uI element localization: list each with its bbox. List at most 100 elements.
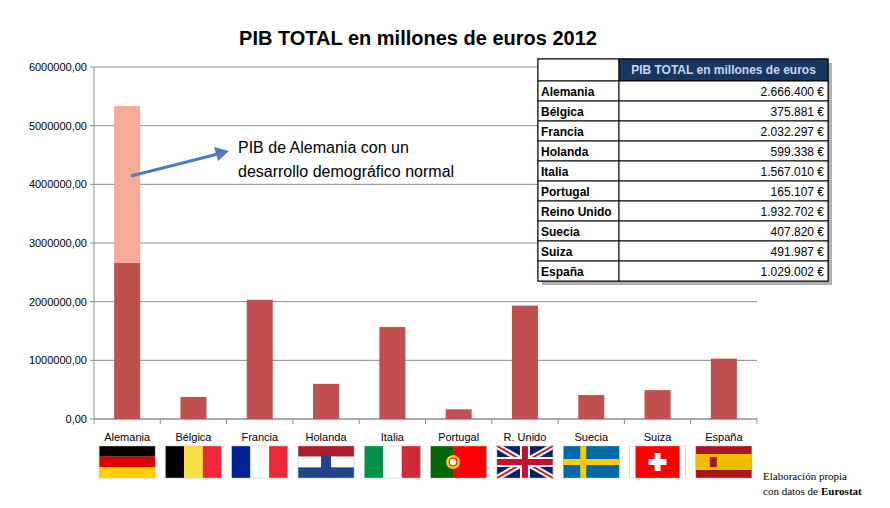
flag-part xyxy=(649,459,667,465)
source-text: con datos deEurostat xyxy=(763,485,862,497)
annotation-arrow xyxy=(131,154,218,176)
flag-part xyxy=(563,459,619,465)
flag-border xyxy=(232,446,288,478)
source-text: Elaboración propia xyxy=(763,470,847,482)
flag-part xyxy=(497,446,553,478)
bar xyxy=(114,263,140,419)
source-line: con datos de xyxy=(763,485,818,497)
bar xyxy=(512,306,538,419)
x-tick xyxy=(690,419,691,424)
x-tick-label: Suiza xyxy=(644,431,672,443)
flag-border xyxy=(364,446,420,478)
table-row-label: Suiza xyxy=(541,245,573,259)
y-axis xyxy=(94,67,95,419)
flag-part xyxy=(383,446,402,478)
table-value: 407.820 € xyxy=(771,225,825,239)
flag-part xyxy=(99,446,155,457)
x-tick xyxy=(757,419,758,424)
flag-part xyxy=(402,446,421,478)
table-header: PIB TOTAL en millones de euros xyxy=(631,63,816,77)
annotation-text: PIB de Alemania con un xyxy=(238,139,409,156)
source-emphasis: Eurostat xyxy=(821,485,862,497)
source-line: Elaboración propia xyxy=(763,470,847,482)
y-tick-label: 4000000,00 xyxy=(29,178,87,190)
x-tick-label: España xyxy=(705,431,743,443)
table-row-label: Italia xyxy=(541,165,569,179)
table-cell xyxy=(619,241,828,261)
flag-part xyxy=(446,455,460,469)
flag-part xyxy=(497,446,553,478)
x-tick xyxy=(160,419,161,424)
table-value: 491.987 € xyxy=(771,245,825,259)
table-cell xyxy=(538,221,619,241)
bar xyxy=(114,106,140,262)
x-tick xyxy=(292,419,293,424)
x-tick-label: Italia xyxy=(381,431,405,443)
flag-border xyxy=(165,446,221,478)
bar xyxy=(711,359,737,419)
flag xyxy=(431,446,487,478)
flag-part xyxy=(522,446,528,478)
flag-border xyxy=(696,446,752,478)
y-tick-label: 0,00 xyxy=(66,413,87,425)
flag-border xyxy=(630,446,686,478)
bar xyxy=(247,300,273,419)
source: Elaboración propia con datos deEurostat xyxy=(763,470,862,497)
x-tick xyxy=(94,419,95,424)
flag-part xyxy=(563,446,619,478)
flag-part xyxy=(364,446,383,478)
grid-line xyxy=(90,360,757,361)
table-value: 1.932.702 € xyxy=(761,205,825,219)
x-tick-label: Bélgica xyxy=(175,431,212,443)
table-cell xyxy=(538,161,619,181)
flag-part xyxy=(636,446,680,478)
bar xyxy=(645,390,671,419)
flag xyxy=(630,446,686,478)
table-row-label: Reino Unido xyxy=(541,205,612,219)
flag xyxy=(232,446,288,478)
x-tick xyxy=(491,419,492,424)
table-value: 1.029.002 € xyxy=(761,265,825,279)
title: PIB TOTAL en millones de euros 2012 xyxy=(239,27,597,49)
table-cell xyxy=(619,161,828,181)
x-tick-label: Francia xyxy=(241,431,279,443)
chart: PIB TOTAL en millones de euros 2012 0,00 1… xyxy=(0,0,890,508)
table-cell xyxy=(538,201,619,221)
table-row-label: Francia xyxy=(541,125,584,139)
x-tick xyxy=(226,419,227,424)
bar xyxy=(180,397,206,419)
table-frame xyxy=(538,59,828,281)
table-cell xyxy=(619,201,828,221)
flag-part xyxy=(580,446,586,478)
table-cell xyxy=(538,141,619,161)
flag-border xyxy=(99,446,155,478)
table-cell xyxy=(619,181,828,201)
flag xyxy=(563,446,619,478)
x-tick xyxy=(359,419,360,424)
flag-border xyxy=(431,446,487,478)
flag xyxy=(99,446,155,478)
flag xyxy=(165,446,221,478)
table-header-cell xyxy=(619,59,828,81)
flag xyxy=(298,446,354,478)
table-cell xyxy=(619,121,828,141)
table-cell xyxy=(538,81,619,101)
table-row-label: Portugal xyxy=(541,185,590,199)
x-tick-label: Portugal xyxy=(438,431,479,443)
table-value: 1.567.010 € xyxy=(761,165,825,179)
x-tick xyxy=(624,419,625,424)
table-value: 165.107 € xyxy=(771,185,825,199)
flag-part xyxy=(710,457,717,467)
flag-part xyxy=(184,446,203,478)
table-cell xyxy=(538,59,619,81)
table-cell xyxy=(538,101,619,121)
flag-part xyxy=(321,455,331,468)
x-tick-label: Alemania xyxy=(104,431,151,443)
flag xyxy=(364,446,420,478)
x-tick-label: Suecia xyxy=(574,431,609,443)
flag-part xyxy=(449,458,457,466)
grid-line xyxy=(90,301,757,302)
flags xyxy=(99,446,752,478)
flag-part xyxy=(250,446,269,478)
annotation-text: desarrollo demográfico normal xyxy=(238,163,454,180)
